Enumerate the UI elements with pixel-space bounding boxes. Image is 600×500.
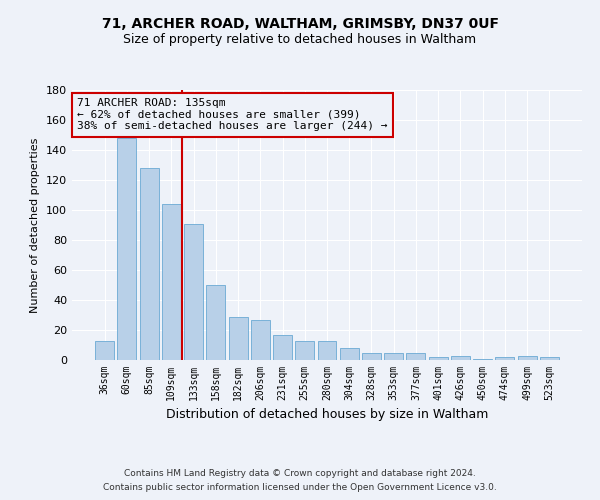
- Bar: [362, 352, 381, 360]
- Bar: [184, 224, 203, 360]
- Bar: [162, 204, 181, 360]
- X-axis label: Distribution of detached houses by size in Waltham: Distribution of detached houses by size …: [166, 408, 488, 422]
- Bar: [317, 340, 337, 360]
- Bar: [540, 357, 559, 360]
- Bar: [473, 358, 492, 360]
- Bar: [340, 348, 359, 360]
- Bar: [118, 138, 136, 360]
- Y-axis label: Number of detached properties: Number of detached properties: [31, 138, 40, 312]
- Text: Contains HM Land Registry data © Crown copyright and database right 2024.: Contains HM Land Registry data © Crown c…: [124, 468, 476, 477]
- Text: 71, ARCHER ROAD, WALTHAM, GRIMSBY, DN37 0UF: 71, ARCHER ROAD, WALTHAM, GRIMSBY, DN37 …: [101, 18, 499, 32]
- Bar: [451, 356, 470, 360]
- Text: Size of property relative to detached houses in Waltham: Size of property relative to detached ho…: [124, 32, 476, 46]
- Text: Contains public sector information licensed under the Open Government Licence v3: Contains public sector information licen…: [103, 484, 497, 492]
- Bar: [384, 352, 403, 360]
- Bar: [406, 352, 425, 360]
- Bar: [518, 356, 536, 360]
- Bar: [496, 357, 514, 360]
- Bar: [251, 320, 270, 360]
- Bar: [429, 357, 448, 360]
- Bar: [95, 340, 114, 360]
- Bar: [295, 340, 314, 360]
- Text: 71 ARCHER ROAD: 135sqm
← 62% of detached houses are smaller (399)
38% of semi-de: 71 ARCHER ROAD: 135sqm ← 62% of detached…: [77, 98, 388, 132]
- Bar: [229, 316, 248, 360]
- Bar: [140, 168, 158, 360]
- Bar: [273, 334, 292, 360]
- Bar: [206, 285, 225, 360]
